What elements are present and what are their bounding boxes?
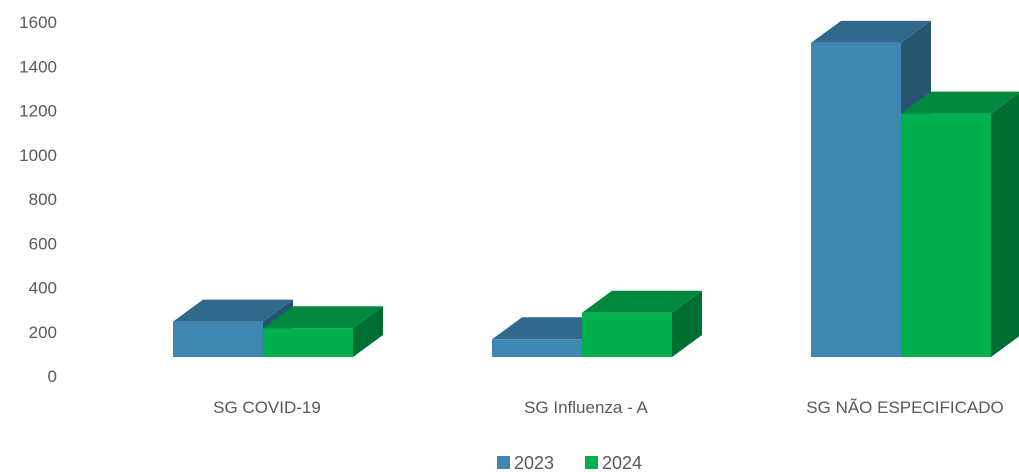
bar	[901, 91, 1019, 357]
category-label: SG COVID-19	[213, 398, 321, 417]
bar-front-face	[492, 339, 582, 357]
legend: 2023 2024	[497, 453, 642, 472]
bar-side-face	[353, 306, 383, 357]
bar-top-face	[901, 91, 1019, 114]
category-label: SG NÃO ESPECIFICADO	[806, 398, 1003, 417]
bar-top-face	[173, 299, 293, 322]
y-tick-label: 1200	[19, 102, 57, 121]
y-tick-label: 600	[29, 234, 57, 253]
y-tick-label: 200	[29, 323, 57, 342]
category-label: SG Influenza - A	[524, 398, 648, 417]
bar-front-face	[811, 42, 901, 357]
x-axis-labels: SG COVID-19 SG Influenza - A SG NÃO ESPECI…	[213, 398, 1004, 417]
legend-swatch	[585, 456, 598, 469]
bar-front-face	[173, 321, 263, 357]
bar	[173, 299, 293, 357]
bar-front-face	[582, 312, 672, 357]
bar-front-face	[901, 113, 991, 357]
bar-top-face	[811, 20, 931, 43]
bar-side-face	[991, 93, 1019, 357]
bar-front-face	[263, 328, 353, 357]
y-tick-label: 1400	[19, 57, 57, 76]
bar-top-face	[263, 306, 383, 329]
bar-top-face	[582, 290, 702, 313]
bars	[173, 20, 1019, 357]
bar	[263, 306, 383, 357]
bar	[582, 290, 702, 357]
y-tick-label: 400	[29, 279, 57, 298]
y-tick-label: 1600	[19, 13, 57, 32]
legend-label: 2023	[514, 453, 554, 472]
y-axis: 0 200 400 600 800 1000 1200 1400 1600	[19, 13, 57, 386]
y-tick-label: 800	[29, 190, 57, 209]
legend-swatch	[497, 456, 510, 469]
y-tick-label: 0	[48, 367, 57, 386]
legend-label: 2024	[602, 453, 642, 472]
bar-side-face	[672, 290, 702, 357]
y-tick-label: 1000	[19, 146, 57, 165]
